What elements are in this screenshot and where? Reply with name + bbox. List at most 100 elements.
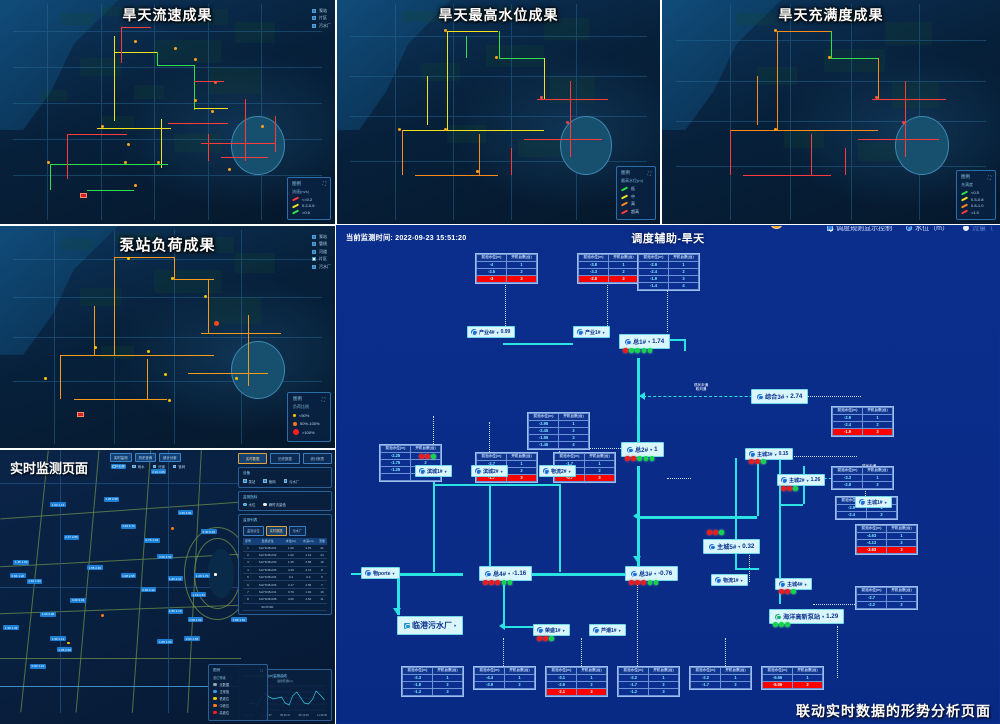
node-bincheng2[interactable]: 滨城2# ▾ [471, 465, 508, 477]
map-panel-fullness[interactable]: 旱天充满度成果 图例 ⛶ 充满度 <0.5 0.5-0.8 0.8-1.0 >1.… [662, 0, 1000, 224]
radio-icon[interactable] [906, 226, 913, 231]
radio-icon[interactable] [963, 226, 969, 231]
chevron-down-icon[interactable]: ▾ [392, 570, 395, 576]
node-zong1[interactable]: 总1# ▾ 1.74 [619, 334, 671, 349]
node-zhucheng3[interactable]: 主城3# ▾ 0.15 [745, 448, 794, 460]
table-row[interactable]: 7 SHYD38-041 0.79 1.04 16 [243, 588, 327, 597]
chevron-down-icon[interactable]: ▾ [508, 571, 511, 576]
monitor-data-table[interactable]: 序号 监测点位 水位(m) 水深(m) 流量 1 SHYD38-001 1.06 3.… [243, 537, 327, 611]
monitor-topbtn-history[interactable]: 历史查询 [134, 453, 157, 462]
device-opt-pipe[interactable]: 管网 [263, 479, 276, 484]
list-filter-buttons[interactable]: 监测点位 实时数据 污水厂 [243, 525, 327, 536]
legend-collapse-icon[interactable]: ⛶ [987, 174, 991, 180]
toolbar-flow-radio[interactable]: 流量（ [963, 226, 993, 233]
schematic-toolbar[interactable]: 调度规则显示控制 水位（m） 流量（ [827, 226, 993, 233]
node-wuliu1[interactable]: 物流1# ▾ [711, 574, 748, 586]
node-wubang[interactable]: 物porte ▾ [361, 567, 400, 579]
chevron-down-icon[interactable]: ▾ [562, 627, 565, 633]
monitor-topbtn-stats[interactable]: 统计分析 [159, 453, 181, 462]
monitor-sidebar-buttons[interactable]: 实时数据 历史数据 统计报表 [238, 453, 332, 464]
node-bincheng1[interactable]: 滨城1# ▾ [415, 465, 452, 477]
rule-table-bottom-6[interactable]: 前池水位(m) 开机台数(台) -5.56 1 -5.06 2 [761, 666, 824, 690]
table-row[interactable]: 6 SHYD38-006 2.17 2.56 7 [243, 580, 327, 589]
chevron-down-icon[interactable]: ▾ [444, 468, 447, 474]
checkbox-icon[interactable] [827, 226, 834, 231]
table-row[interactable]: 5 SHYD38-004 0.4 0.2 5 [243, 573, 327, 582]
rule-table-chanye1[interactable]: 前池水位(m) 开机台数(台) -3.8 1 -3.3 2 -2.8 3 [577, 253, 640, 284]
indicator-opt-level[interactable]: 水位 [243, 502, 255, 507]
monitor-topbar[interactable]: 实时监测 历史查询 统计分析 [110, 453, 181, 462]
node-zhucheng5[interactable]: 主城5# ▾ 0.32 [703, 539, 761, 554]
node-chanye1[interactable]: 产业1# ▾ [573, 326, 610, 338]
legend-collapse-icon[interactable]: ⛶ [647, 170, 651, 176]
top-round-button[interactable] [770, 226, 783, 229]
node-luchao1[interactable]: 芦潮1# ▾ [589, 624, 626, 636]
chevron-down-icon[interactable]: ▾ [806, 477, 809, 483]
node-wuliu2[interactable]: 物流2# ▾ [539, 465, 576, 477]
chevron-down-icon[interactable]: ▾ [602, 329, 605, 335]
indicator-opt-flow[interactable]: 瞬时流量值 [263, 502, 286, 507]
toolbar-waterlevel-radio[interactable]: 水位（m） [906, 226, 949, 233]
legend-collapse-icon[interactable]: ⛶ [321, 396, 325, 402]
chevron-down-icon[interactable]: ▾ [650, 447, 653, 452]
node-zhucheng2[interactable]: 主城2# ▾ 1.26 [777, 474, 826, 486]
node-zong2[interactable]: 总2# ▾ 1 [621, 442, 664, 457]
listbtn-wwtp[interactable]: 污水厂 [288, 525, 307, 536]
node-zhucheng1[interactable]: 主城1# ▾ [855, 496, 892, 508]
map-panel-pump-load[interactable]: 泵站负荷成果 泵站 管线 河道 片区 污水厂 图例 ⛶ 负荷比例 <50% 50%… [0, 226, 335, 448]
table-row[interactable]: SHYD38- [243, 603, 327, 611]
node-zong4[interactable]: 总4# ▾ -1.16 [479, 566, 533, 581]
chevron-down-icon[interactable]: ▾ [648, 339, 651, 344]
sidebtn-report[interactable]: 统计报表 [302, 453, 332, 464]
table-row[interactable]: 3 SHYD38-003 1.25 3.58 16 [243, 558, 327, 567]
chevron-down-icon[interactable]: ▾ [496, 329, 499, 335]
toolbar-rule-display-toggle[interactable]: 调度规则显示控制 [827, 226, 892, 233]
chevron-down-icon[interactable]: ▾ [740, 577, 743, 583]
node-chanye4[interactable]: 产业4# ▾ 0.99 [467, 326, 516, 338]
map-panel-max-water-level[interactable]: 旱天最高水位成果 图例 ⛶ 最高水位(m) 低 中 高 超高 [337, 0, 660, 224]
sidebtn-history-data[interactable]: 历史数据 [270, 453, 300, 464]
chevron-down-icon[interactable]: ▾ [454, 623, 457, 628]
legend-collapse-icon[interactable]: ⛶ [322, 181, 326, 186]
map3-legend[interactable]: 图例 ⛶ 充满度 <0.5 0.5-0.8 0.8-1.0 >1.0 [956, 170, 996, 220]
rule-table-zhucheng4[interactable]: 前池水位(m) 开机台数(台) -2.7 1 -2.2 2 [855, 586, 918, 610]
rule-table-chanye4[interactable]: 前池水位(m) 开机台数(台) -4 1 -3.5 2 -3 3 [475, 253, 538, 284]
table-row[interactable]: 8 SHYD38-008 3.06 4.54 11 [243, 595, 327, 604]
map2-legend[interactable]: 图例 ⛶ 最高水位(m) 低 中 高 超高 [616, 166, 656, 220]
listbtn-realtime[interactable]: 实时数据 [265, 525, 287, 536]
scheduling-assistant-schematic[interactable]: 当前监测时间: 2022-09-23 15:51:20 调度辅助-旱天 调度规则… [336, 225, 1000, 724]
node-haiyang-pump[interactable]: 海洋高新泵站 ▾ 1.29 [769, 609, 845, 624]
chevron-down-icon[interactable]: ▾ [568, 468, 571, 474]
chevron-down-icon[interactable]: ▾ [804, 581, 807, 587]
monitor-topbtn-realtime[interactable]: 实时监测 [110, 453, 132, 462]
monitor-legend[interactable]: 图例 ⛶ 液位等级 无数据 正常值 低液位 中液位 高液位 [208, 664, 268, 721]
map1-legend[interactable]: 图例 ⛶ 流速(m/s) <=0.2 0.2-0.6 >0.6 [287, 176, 331, 220]
chevron-down-icon[interactable]: ▾ [822, 614, 825, 619]
device-opt-wwtp[interactable]: 污水厂 [283, 479, 299, 484]
chevron-down-icon[interactable]: ▾ [786, 394, 789, 399]
monitor-check-river[interactable]: 河道 [152, 464, 165, 469]
rule-table-zong2[interactable]: 前池水位(m) 开机台数(台) -2.95 1 -2.45 2 -1.95 3 -1.45 4 [527, 412, 590, 450]
rule-table-zhucheng3[interactable]: 前池水位(m) 开机台数(台) -3.3 1 -2.8 2 [831, 466, 894, 490]
table-row[interactable]: 1 SHYD38-001 1.06 3.79 21 [243, 544, 327, 552]
device-opt-pump[interactable]: 泵站 [243, 479, 255, 484]
sidebtn-realtime-data[interactable]: 实时数据 [238, 453, 268, 464]
node-rongsheng1[interactable]: 荣盛1# ▾ [533, 624, 570, 636]
node-zong3[interactable]: 总3# ▾ -0.76 [625, 566, 679, 581]
chevron-down-icon[interactable]: ▾ [500, 468, 503, 474]
node-zonghe3[interactable]: 综合3# ▾ 2.74 [751, 389, 809, 404]
map4-legend[interactable]: 图例 ⛶ 负荷比例 <50% 50%-100% >100% [287, 392, 331, 442]
chevron-down-icon[interactable]: ▾ [654, 571, 657, 576]
chevron-down-icon[interactable]: ▾ [618, 627, 621, 633]
chevron-down-icon[interactable]: ▾ [738, 544, 741, 549]
table-row[interactable]: 2 SHYD38-002 1.02 1.14 24 [243, 551, 327, 560]
chevron-down-icon[interactable]: ▾ [774, 451, 777, 457]
rule-table-bottom-3[interactable]: 前池水位(m) 开机台数(台) -3.1 1 -2.6 2 -2.1 3 [545, 666, 608, 697]
rule-table-bottom-1[interactable]: 前池水位(m) 开机台数(台) -2.3 1 -1.8 2 -1.3 3 [401, 666, 464, 697]
node-lingang-wwtp[interactable]: 临港污水厂 ▾ [397, 616, 464, 635]
rule-table-zhucheng1[interactable]: 前池水位(m) 开机台数(台) -4.63 1 -4.13 2 -3.63 3 [855, 524, 918, 555]
rule-table-bottom-5[interactable]: 前池水位(m) 开机台数(台) -2.2 1 -1.7 2 [689, 666, 752, 690]
listbtn-points[interactable]: 监测点位 [243, 525, 264, 536]
monitor-check-storm[interactable]: 雨水 [132, 464, 145, 469]
table-row[interactable]: 4 SHYD38-005 4.29 4.74 8 [243, 566, 327, 575]
